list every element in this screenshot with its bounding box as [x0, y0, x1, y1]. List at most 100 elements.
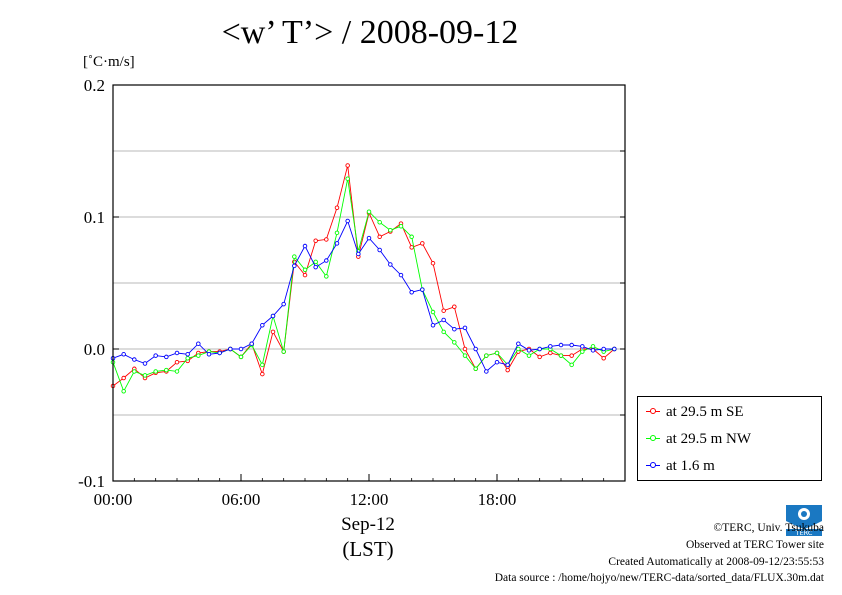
data-point	[324, 237, 329, 242]
data-point	[430, 322, 436, 328]
data-point	[324, 258, 329, 263]
logo-text: TERC	[795, 529, 813, 537]
data-point	[121, 352, 126, 357]
data-point	[121, 388, 126, 394]
data-point	[313, 238, 318, 244]
data-point	[132, 369, 137, 374]
legend-label-low: at 1.6 m	[666, 457, 715, 474]
data-point	[366, 209, 372, 214]
data-point	[409, 289, 414, 295]
series-2	[110, 218, 617, 374]
data-point	[228, 346, 233, 352]
data-point	[377, 247, 382, 253]
data-point	[580, 344, 585, 349]
legend-swatch-nw	[646, 432, 660, 446]
data-point	[185, 352, 190, 357]
data-point	[409, 245, 414, 250]
data-point	[270, 313, 276, 319]
data-point	[462, 346, 468, 352]
data-point	[558, 353, 564, 358]
data-point	[174, 359, 180, 365]
data-point	[601, 346, 606, 352]
data-point	[281, 349, 286, 354]
data-point	[473, 346, 478, 352]
data-point	[206, 352, 212, 357]
data-point	[430, 260, 436, 266]
y-tick-label: 0.1	[84, 208, 105, 227]
data-point	[324, 274, 329, 279]
data-point	[537, 354, 542, 360]
grid-lines	[113, 150, 625, 416]
data-point	[260, 322, 265, 328]
data-point	[441, 308, 446, 313]
data-point	[548, 350, 553, 356]
data-point	[612, 346, 617, 352]
data-point	[196, 341, 201, 346]
legend-label-se: at 29.5 m SE	[666, 403, 744, 420]
data-point	[164, 367, 169, 373]
data-point	[484, 353, 489, 358]
data-point	[462, 353, 468, 358]
data-point	[142, 373, 148, 378]
data-point	[569, 362, 574, 368]
footer-source: Data source : /home/hojyo/new/TERC-data/…	[494, 572, 824, 584]
data-point	[302, 243, 308, 249]
data-point	[153, 353, 158, 358]
data-point	[484, 369, 489, 374]
data-point	[238, 346, 244, 352]
legend: at 29.5 m SE at 29.5 m NW at 1.6 m	[637, 396, 822, 481]
data-point	[388, 262, 393, 267]
data-point	[334, 230, 340, 236]
data-point	[494, 359, 500, 365]
data-point	[377, 220, 382, 225]
data-point	[238, 354, 244, 360]
footer-copyright: ©TERC, Univ. Tsukuba	[713, 522, 824, 534]
series-layer	[110, 163, 617, 394]
x-axis-timezone-label: (LST)	[342, 537, 394, 561]
data-point	[164, 354, 169, 360]
data-point	[441, 329, 446, 335]
data-point	[174, 350, 180, 356]
x-tick-label: 18:00	[478, 490, 517, 509]
data-point	[505, 362, 510, 368]
data-point	[452, 340, 457, 345]
legend-swatch-se	[646, 405, 660, 419]
legend-item-nw: at 29.5 m NW	[646, 429, 751, 449]
data-point	[292, 263, 297, 269]
data-point	[462, 325, 468, 331]
data-point	[356, 251, 361, 257]
y-axis-unit: [˚C·m/s]	[83, 54, 135, 70]
data-point	[196, 353, 201, 358]
data-point	[142, 361, 148, 366]
data-point	[398, 272, 404, 278]
data-point	[249, 341, 254, 346]
data-point	[334, 205, 340, 211]
x-tick-label: 00:00	[94, 490, 133, 509]
data-point	[580, 349, 585, 354]
data-point	[505, 367, 510, 373]
footer-created: Created Automatically at 2008-09-12/23:5…	[608, 556, 824, 568]
data-point	[174, 369, 180, 374]
data-point	[569, 353, 574, 358]
data-point	[270, 329, 276, 335]
x-axis-date-label: Sep-12	[341, 514, 395, 535]
data-point	[569, 342, 574, 348]
data-point	[420, 287, 425, 292]
data-point	[526, 353, 532, 358]
data-point	[121, 375, 126, 381]
data-point	[302, 272, 308, 278]
data-point	[516, 341, 521, 346]
data-point	[430, 309, 436, 315]
data-point	[334, 241, 340, 246]
data-point	[601, 355, 606, 361]
data-point	[217, 350, 222, 356]
data-point	[313, 264, 318, 270]
data-point	[452, 304, 457, 310]
footer-site: Observed at TERC Tower site	[685, 539, 824, 551]
data-point	[153, 369, 158, 374]
data-point	[441, 317, 446, 323]
chart-title: <w’ T’> / 2008-09-12	[221, 14, 519, 51]
data-point	[260, 371, 265, 377]
axes: -0.1 0.0 0.1 0.2 00:00 06:00 12:00 18:00	[78, 76, 626, 509]
